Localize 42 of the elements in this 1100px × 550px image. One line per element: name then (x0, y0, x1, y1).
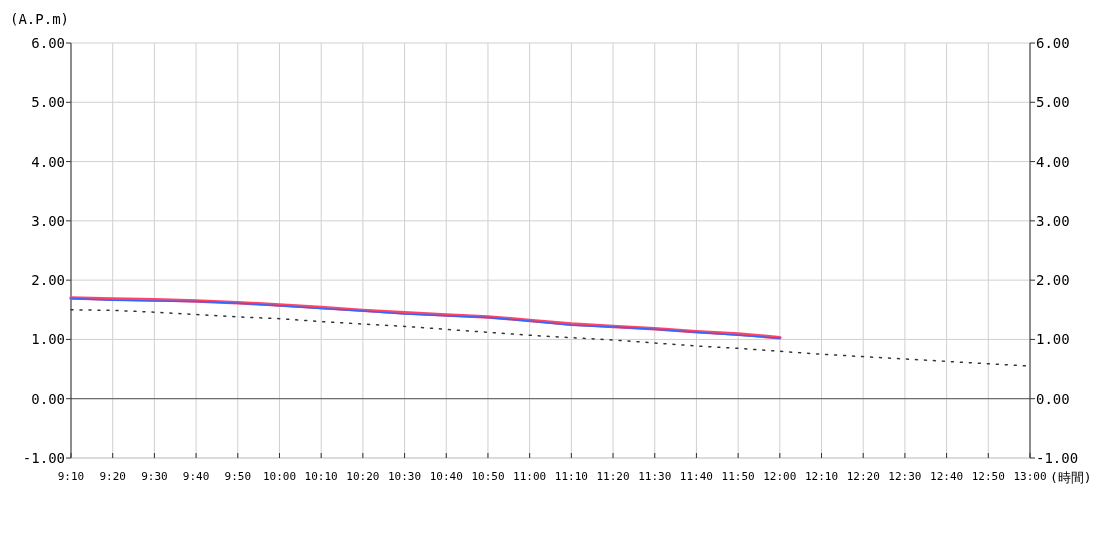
y-tick-label: 5.00 (31, 94, 65, 111)
y2-tick-label: 0.00 (1036, 390, 1070, 407)
x-tick-label: 10:50 (471, 470, 505, 483)
x-tick-label: 10:00 (262, 470, 297, 483)
x-tick-label: 9:10 (57, 470, 85, 483)
x-tick-label: 12:00 (763, 470, 797, 483)
y-tick-label: -1.00 (22, 450, 65, 466)
y2-tick-label: 1.00 (1036, 331, 1070, 348)
x-tick-label: 9:50 (224, 470, 252, 483)
x-tick-label: 12:30 (888, 470, 922, 483)
x-tick-label: 10:10 (304, 470, 338, 483)
y2-tick-label: 6.00 (1036, 35, 1070, 51)
x-tick-label: 10:20 (346, 470, 380, 483)
y2-tick-label: 3.00 (1036, 212, 1070, 229)
y2-tick-label: 2.00 (1036, 272, 1070, 289)
x-axis-title: (時間) (1050, 470, 1092, 485)
x-tick-label: 11:30 (638, 470, 672, 483)
x-tick-label: 9:40 (182, 470, 210, 483)
y-tick-label: 4.00 (31, 153, 65, 170)
y-tick-label: 3.00 (31, 212, 65, 229)
x-tick-label: 11:50 (721, 470, 755, 483)
x-tick-label: 12:10 (804, 470, 839, 483)
y-tick-label: 6.00 (31, 35, 65, 51)
x-tick-label: 11:20 (596, 470, 630, 483)
y-tick-label: 1.00 (31, 331, 65, 348)
x-tick-label: 11:40 (679, 470, 713, 483)
y2-tick-label: 4.00 (1036, 153, 1070, 170)
x-tick-label: 9:20 (99, 470, 126, 483)
y-tick-label: 0.00 (31, 390, 65, 407)
x-tick-label: 10:40 (429, 470, 463, 483)
x-tick-label: 12:50 (971, 470, 1005, 483)
y-tick-label: 2.00 (31, 272, 65, 289)
x-tick-label: 12:40 (930, 470, 964, 483)
x-tick-label: 9:30 (141, 470, 168, 483)
y2-tick-label: -1.00 (1036, 450, 1079, 466)
x-tick-label: 13:00 (1013, 470, 1047, 483)
y2-tick-label: 5.00 (1036, 94, 1070, 111)
x-tick-label: 11:10 (554, 470, 588, 483)
x-tick-label: 12:20 (846, 470, 880, 483)
x-tick-label: 11:00 (513, 470, 547, 483)
x-tick-label: 10:30 (388, 470, 422, 483)
y-axis-title: (A.P.m) (10, 11, 70, 27)
